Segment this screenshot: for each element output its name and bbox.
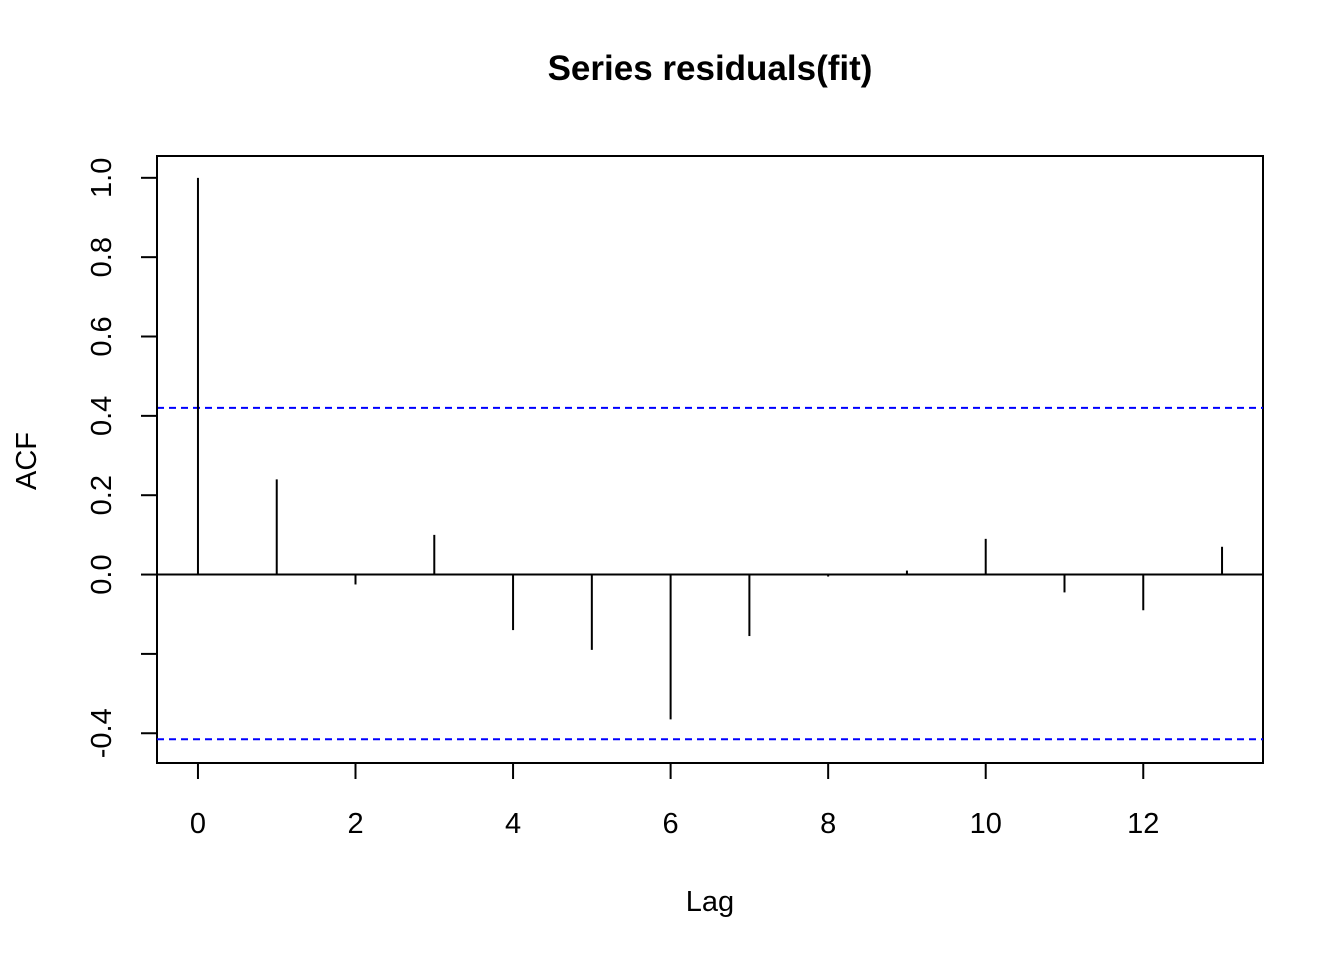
y-tick-label: 0.6 [86,316,118,356]
y-tick-label: 0.8 [86,237,118,277]
x-tick-label: 0 [190,808,206,840]
plot-area: 0 2 4 6 8 10 12 -0.4 0.0 0.2 0.4 0.6 0.8 1.0 [86,155,1264,840]
y-axis-label: ACF [11,432,43,490]
plot-frame [156,155,1264,764]
y-tick-label: 0.0 [86,554,118,594]
x-tick-label: 2 [347,808,363,840]
x-tick-label: 8 [820,808,836,840]
y-tick-label: 0.4 [86,396,118,436]
x-tick-label: 10 [970,808,1002,840]
x-axis-label: Lag [686,886,734,918]
y-tick-label: -0.4 [86,708,118,758]
x-tick-label: 4 [505,808,521,840]
y-tick-label: 1.0 [86,158,118,198]
y-tick-label: 0.2 [86,475,118,515]
x-tick-label: 6 [663,808,679,840]
chart-title: Series residuals(fit) [548,49,873,88]
x-tick-label: 12 [1127,808,1159,840]
